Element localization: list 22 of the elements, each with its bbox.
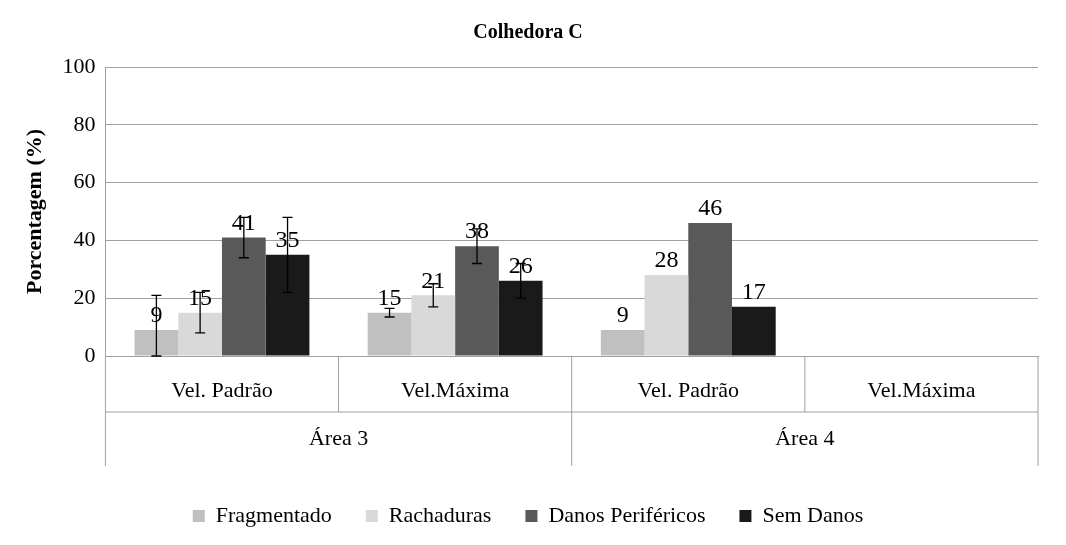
data-label: 26 <box>508 252 533 279</box>
legend-label: Sem Danos <box>762 501 864 527</box>
y-tick-label: 40 <box>73 226 96 252</box>
data-label: 28 <box>654 246 679 273</box>
text: Área 4 <box>775 424 835 450</box>
y-tick-label: 100 <box>62 52 96 78</box>
text: Área 3 <box>308 424 369 450</box>
data-label: 15 <box>377 283 402 310</box>
data-label: 21 <box>421 266 446 293</box>
chart-title: Colhedora C <box>473 20 583 43</box>
y-tick-label: 20 <box>73 283 96 309</box>
y-axis-title: Porcentagem (%) <box>20 128 46 295</box>
y-tick-label: 80 <box>73 110 96 136</box>
y-tick-label: 60 <box>73 168 96 194</box>
y-tick-label: 0 <box>84 341 96 367</box>
data-label: 46 <box>698 194 723 221</box>
legend-label: Rachaduras <box>388 501 492 527</box>
legend-label: Fragmentado <box>215 501 332 527</box>
data-label: 17 <box>741 278 766 305</box>
data-label: 9 <box>616 301 629 328</box>
legend-label: Danos Periféricos <box>548 501 706 527</box>
data-label: 38 <box>464 217 489 244</box>
